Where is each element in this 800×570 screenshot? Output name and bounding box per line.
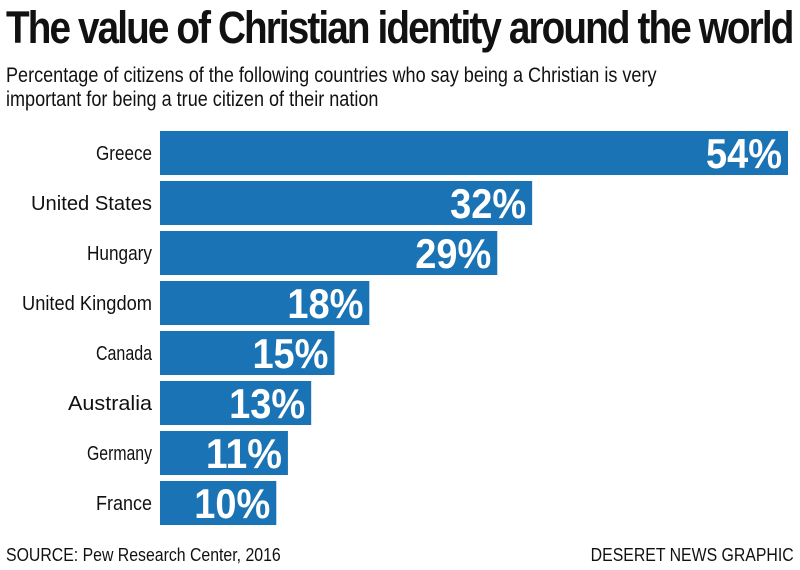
category-label-united-kingdom: United Kingdom xyxy=(22,293,152,315)
bar-united-kingdom xyxy=(160,281,370,325)
category-label-canada: Canada xyxy=(96,343,153,365)
value-label-united-kingdom: 18% xyxy=(287,280,363,327)
bar-united-states xyxy=(160,181,533,225)
bar-australia xyxy=(160,381,312,425)
subtitle-line-2: important for being a true citizen of th… xyxy=(6,88,379,111)
chart-title: The value of Christian identity around t… xyxy=(6,2,794,53)
category-label-hungary: Hungary xyxy=(87,243,152,265)
value-label-canada: 15% xyxy=(252,330,328,377)
bar-germany xyxy=(160,431,288,475)
value-label-australia: 13% xyxy=(229,380,305,427)
subtitle-line-1: Percentage of citizens of the following … xyxy=(6,64,657,87)
graphic-credit: DESERET NEWS GRAPHIC xyxy=(590,545,794,565)
value-label-hungary: 29% xyxy=(415,230,491,277)
bar-hungary xyxy=(160,231,498,275)
value-label-greece: 54% xyxy=(706,130,782,177)
category-label-france: France xyxy=(96,493,152,515)
value-label-united-states: 32% xyxy=(450,180,526,227)
value-label-germany: 11% xyxy=(206,430,282,477)
bar-chart: Greece 54% United States 32% Hungary 29% Unite… xyxy=(22,130,788,527)
category-label-greece: Greece xyxy=(96,143,152,165)
source-note: SOURCE: Pew Research Center, 2016 xyxy=(6,545,281,565)
value-label-france: 10% xyxy=(194,480,270,527)
chart-subtitle: Percentage of citizens of the following … xyxy=(6,64,780,112)
category-label-united-states: United States xyxy=(31,193,152,215)
bar-canada xyxy=(160,331,335,375)
bar-greece xyxy=(160,131,788,175)
category-label-australia: Australia xyxy=(68,393,153,415)
bar-france xyxy=(160,481,277,525)
category-label-germany: Germany xyxy=(87,443,152,465)
